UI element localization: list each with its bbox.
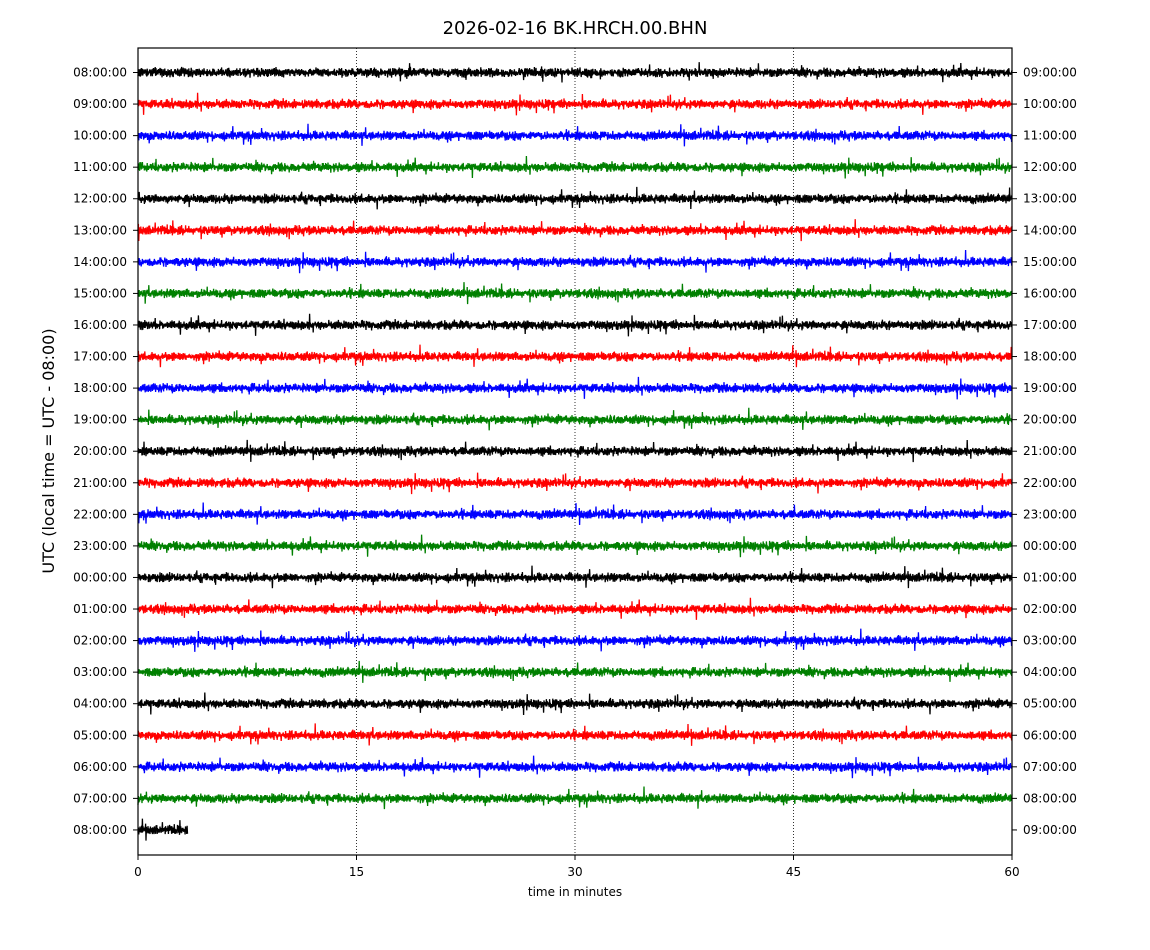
right-tick-label: 23:00:00 xyxy=(1023,507,1077,521)
trace-line xyxy=(137,439,1013,463)
trace-line xyxy=(137,282,1013,305)
right-tick-label: 09:00:00 xyxy=(1023,823,1077,837)
trace-line xyxy=(137,660,1013,683)
left-tick-label: 21:00:00 xyxy=(73,476,127,490)
y-axis-label: UTC (local time = UTC - 08:00) xyxy=(39,328,58,573)
trace-line xyxy=(137,502,1013,526)
x-tick-label: 45 xyxy=(786,865,801,879)
trace-line xyxy=(137,407,1013,431)
trace-line xyxy=(137,597,1013,620)
x-axis-label: time in minutes xyxy=(528,885,622,899)
trace-line xyxy=(137,62,1013,83)
left-tick-label: 08:00:00 xyxy=(73,66,127,80)
trace-line xyxy=(137,534,1013,558)
left-tick-label: 16:00:00 xyxy=(73,318,127,332)
left-tick-label: 23:00:00 xyxy=(73,539,127,553)
trace-line xyxy=(137,472,1013,495)
left-tick-label: 14:00:00 xyxy=(73,255,127,269)
left-tick-label: 20:00:00 xyxy=(73,444,127,458)
trace-line xyxy=(137,186,1013,210)
left-tick-label: 19:00:00 xyxy=(73,413,127,427)
left-tick-label: 04:00:00 xyxy=(73,697,127,711)
x-axis: 0 15 30 45 60 xyxy=(134,855,1020,879)
right-tick-label: 19:00:00 xyxy=(1023,381,1077,395)
trace-line xyxy=(137,628,1013,652)
chart-title: 2026-02-16 BK.HRCH.00.BHN xyxy=(443,18,708,39)
left-tick-label: 12:00:00 xyxy=(73,192,127,206)
left-tick-label: 18:00:00 xyxy=(73,381,127,395)
left-tick-label: 00:00:00 xyxy=(73,570,127,584)
left-tick-label: 02:00:00 xyxy=(73,634,127,648)
trace-line xyxy=(137,786,1013,810)
left-tick-label: 05:00:00 xyxy=(73,728,127,742)
trace-line xyxy=(137,723,1013,746)
left-tick-label: 01:00:00 xyxy=(73,602,127,616)
right-tick-label: 01:00:00 xyxy=(1023,570,1077,584)
right-tick-label: 13:00:00 xyxy=(1023,192,1077,206)
left-tick-label: 07:00:00 xyxy=(73,791,127,805)
trace-line xyxy=(137,313,1013,337)
right-tick-label: 10:00:00 xyxy=(1023,97,1077,111)
trace-line xyxy=(137,376,1013,400)
right-tick-label: 17:00:00 xyxy=(1023,318,1077,332)
trace-line xyxy=(137,123,1013,147)
gridlines xyxy=(356,48,794,855)
right-tick-label: 02:00:00 xyxy=(1023,602,1077,616)
trace-line xyxy=(137,818,189,841)
right-tick-label: 18:00:00 xyxy=(1023,350,1077,364)
trace-line xyxy=(137,565,1013,589)
right-tick-label: 11:00:00 xyxy=(1023,129,1077,143)
left-tick-label: 11:00:00 xyxy=(73,160,127,174)
right-tick-label: 21:00:00 xyxy=(1023,444,1077,458)
right-tick-label: 20:00:00 xyxy=(1023,413,1077,427)
left-tick-label: 10:00:00 xyxy=(73,129,127,143)
seismic-traces xyxy=(137,62,1013,841)
right-tick-label: 16:00:00 xyxy=(1023,286,1077,300)
trace-line xyxy=(137,249,1013,274)
left-tick-label: 03:00:00 xyxy=(73,665,127,679)
left-tick-label: 13:00:00 xyxy=(73,223,127,237)
left-tick-label: 08:00:00 xyxy=(73,823,127,837)
right-axis: 09:00:00 10:00:00 11:00:00 12:00:00 13:00:00… xyxy=(1012,66,1077,837)
right-tick-label: 07:00:00 xyxy=(1023,760,1077,774)
left-axis: 08:00:00 09:00:00 10:00:00 11:00:00 12:00:00… xyxy=(73,66,138,837)
right-tick-label: 06:00:00 xyxy=(1023,728,1077,742)
right-tick-label: 15:00:00 xyxy=(1023,255,1077,269)
trace-line xyxy=(137,755,1013,779)
left-tick-label: 22:00:00 xyxy=(73,507,127,521)
x-tick-label: 15 xyxy=(349,865,364,879)
left-tick-label: 17:00:00 xyxy=(73,350,127,364)
trace-line xyxy=(137,92,1013,116)
x-tick-label: 30 xyxy=(567,865,582,879)
x-tick-label: 0 xyxy=(134,865,142,879)
right-tick-label: 00:00:00 xyxy=(1023,539,1077,553)
x-tick-label: 60 xyxy=(1004,865,1019,879)
right-tick-label: 22:00:00 xyxy=(1023,476,1077,490)
right-tick-label: 04:00:00 xyxy=(1023,665,1077,679)
trace-line xyxy=(137,692,1013,716)
right-tick-label: 05:00:00 xyxy=(1023,697,1077,711)
right-tick-label: 14:00:00 xyxy=(1023,223,1077,237)
left-tick-label: 06:00:00 xyxy=(73,760,127,774)
trace-line xyxy=(137,344,1013,368)
left-tick-label: 09:00:00 xyxy=(73,97,127,111)
trace-line xyxy=(137,155,1013,179)
right-tick-label: 03:00:00 xyxy=(1023,634,1077,648)
trace-line xyxy=(137,219,1013,242)
right-tick-label: 09:00:00 xyxy=(1023,66,1077,80)
right-tick-label: 12:00:00 xyxy=(1023,160,1077,174)
right-tick-label: 08:00:00 xyxy=(1023,791,1077,805)
left-tick-label: 15:00:00 xyxy=(73,286,127,300)
